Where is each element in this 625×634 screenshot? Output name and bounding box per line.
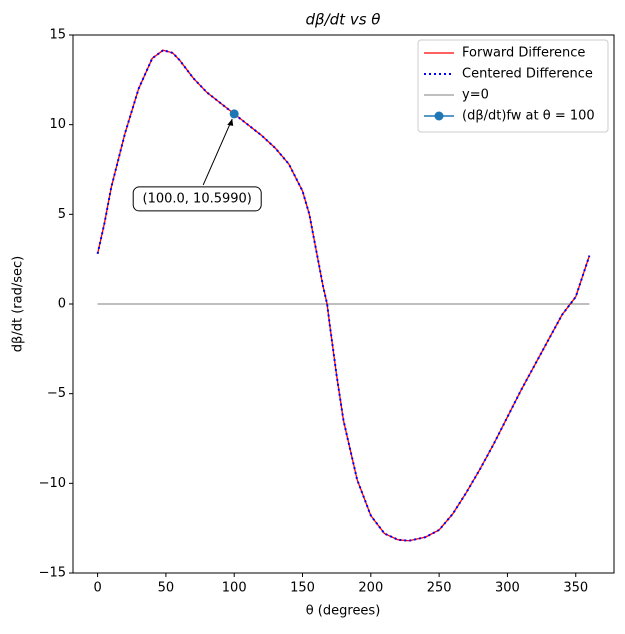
annotation-arrowhead <box>227 118 234 126</box>
legend-label: (dβ/dt)fw at θ = 100 <box>462 109 595 124</box>
y-tick-label: 10 <box>49 117 66 132</box>
y-tick-label: −15 <box>39 566 66 581</box>
y-tick-label: 15 <box>49 28 66 43</box>
chart-title: dβ/dt vs θ <box>306 11 381 29</box>
x-tick-label: 300 <box>495 581 520 596</box>
legend-box <box>417 39 609 133</box>
x-tick-label: 250 <box>427 581 452 596</box>
x-tick-label: 0 <box>93 581 101 596</box>
x-tick-label: 150 <box>290 581 315 596</box>
annotation-box <box>132 186 262 212</box>
x-tick-label: 50 <box>158 581 175 596</box>
legend-label: y=0 <box>462 88 489 103</box>
y-tick-label: 5 <box>58 207 66 222</box>
legend-marker <box>434 111 444 121</box>
annotation-text: (100.0, 10.5990) <box>143 191 252 206</box>
data-point <box>229 109 239 119</box>
annotation-arrow <box>202 118 233 186</box>
x-tick-label: 200 <box>358 581 383 596</box>
y-tick-label: −5 <box>47 386 66 401</box>
legend-label: Forward Difference <box>462 46 585 61</box>
y-axis-label: dβ/dt (rad/sec) <box>11 256 26 352</box>
y-tick-label: −10 <box>39 476 66 491</box>
x-tick-label: 100 <box>222 581 247 596</box>
x-axis-label: θ (degrees) <box>306 604 381 619</box>
y-tick-label: 0 <box>58 297 66 312</box>
legend-label: Centered Difference <box>462 67 593 82</box>
x-tick-label: 350 <box>563 581 588 596</box>
